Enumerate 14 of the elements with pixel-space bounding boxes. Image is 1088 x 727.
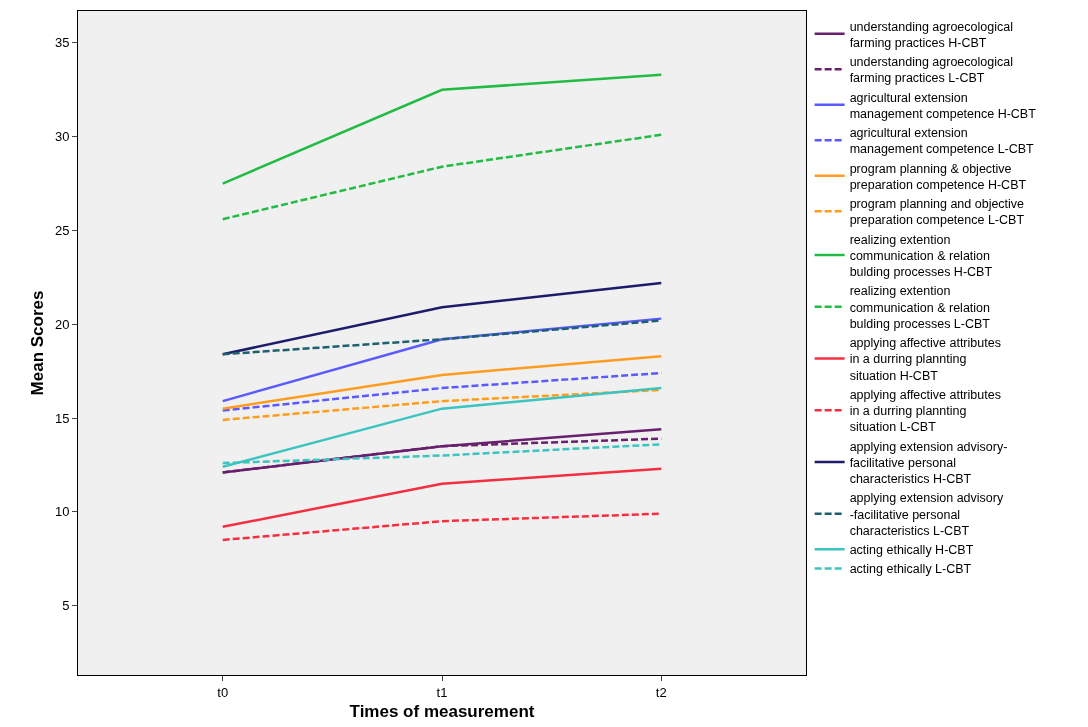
y-axis-title: Mean Scores (28, 290, 48, 396)
y-tick-label: 25 (54, 223, 70, 239)
y-tick-label: 10 (54, 504, 70, 520)
y-tick-label: 15 (54, 410, 70, 426)
x-tick-label: t0 (217, 684, 229, 700)
y-tick-label: 30 (54, 129, 70, 145)
y-tick-label: 35 (54, 35, 70, 51)
x-axis-title: Times of measurement (349, 702, 535, 721)
x-tick-label: t2 (655, 684, 667, 700)
y-tick-label: 20 (54, 316, 70, 332)
x-tick-label: t1 (436, 684, 448, 700)
legend-label: acting ethically H-CBT (849, 543, 974, 557)
legend-label: acting ethically L-CBT (849, 562, 972, 577)
y-tick-label: 5 (62, 598, 70, 614)
